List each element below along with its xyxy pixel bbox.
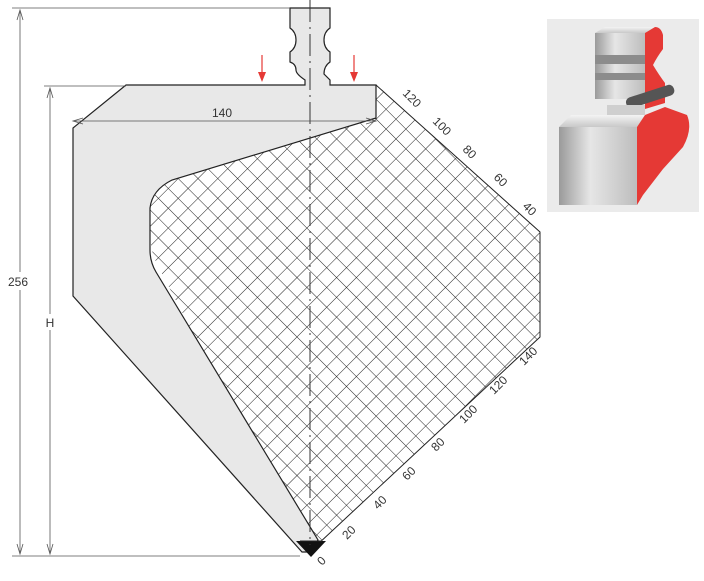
scale-top: 120 100 80 60 40 xyxy=(400,86,540,219)
scale-top-80: 80 xyxy=(460,142,480,162)
punch-tip xyxy=(296,541,326,557)
scale-bottom-40: 40 xyxy=(370,493,390,513)
working-height-dimension: H xyxy=(42,85,126,556)
scale-top-100: 100 xyxy=(430,114,454,138)
scale-top-120: 120 xyxy=(400,86,424,110)
total-height-dimension: 256 xyxy=(6,7,300,557)
width-label: 140 xyxy=(212,106,232,120)
force-arrow-right xyxy=(350,55,358,82)
total-height-label: 256 xyxy=(8,275,28,289)
scale-top-40: 40 xyxy=(520,199,540,219)
grid-border xyxy=(316,84,541,546)
scale-bottom-60: 60 xyxy=(399,464,419,484)
force-arrow-left xyxy=(258,55,266,82)
working-height-label: H xyxy=(46,316,55,330)
scale-bottom-20: 20 xyxy=(339,523,359,543)
width-dimension: 140 xyxy=(71,106,378,125)
punch-body xyxy=(72,7,377,553)
scale-bottom-0: 0 xyxy=(314,553,329,568)
scale-top-60: 60 xyxy=(491,170,511,190)
punch-tool-3d-icon xyxy=(559,27,690,205)
punch-tool-3d-render xyxy=(547,19,699,212)
